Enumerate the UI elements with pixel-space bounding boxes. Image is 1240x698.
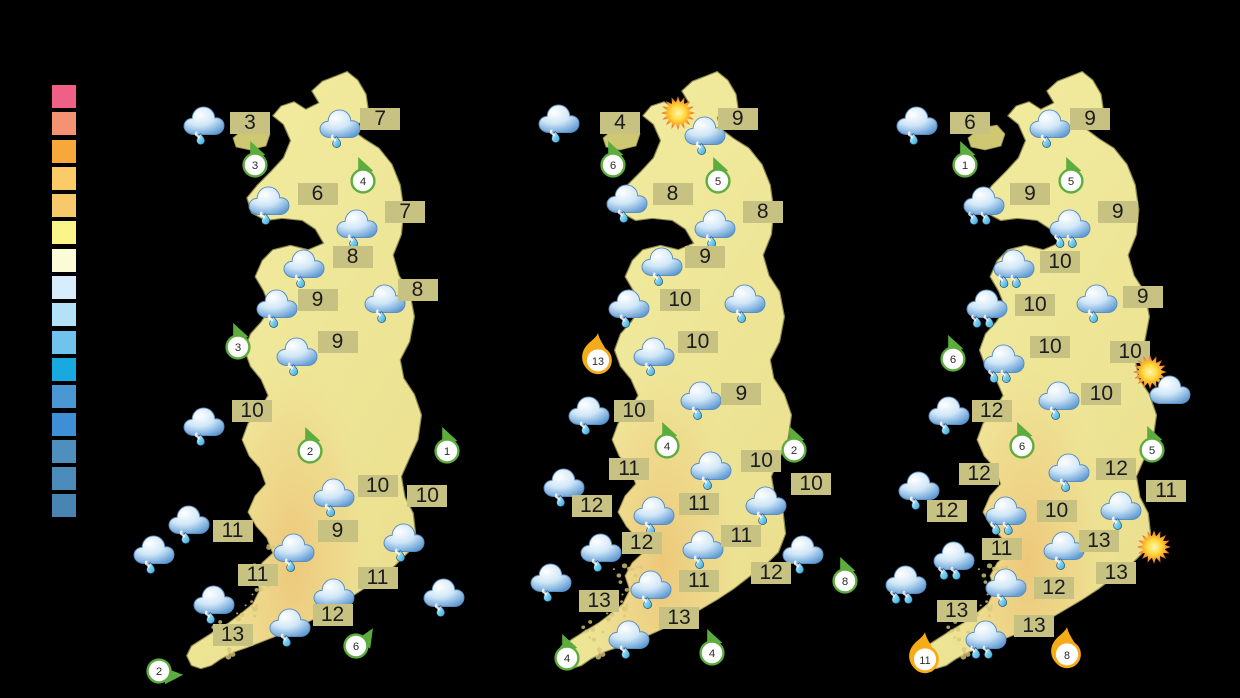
svg-text:4: 4 <box>564 653 570 665</box>
svg-text:4: 4 <box>709 648 715 660</box>
svg-text:5: 5 <box>1149 445 1155 457</box>
svg-text:13: 13 <box>592 356 604 368</box>
svg-text:6: 6 <box>950 354 956 366</box>
svg-text:1: 1 <box>962 160 968 172</box>
svg-text:2: 2 <box>156 666 162 678</box>
svg-text:5: 5 <box>715 177 721 189</box>
svg-text:6: 6 <box>610 160 616 172</box>
svg-text:4: 4 <box>664 441 670 453</box>
svg-text:11: 11 <box>919 655 930 667</box>
svg-text:8: 8 <box>842 576 848 588</box>
svg-text:3: 3 <box>235 342 241 354</box>
svg-text:2: 2 <box>791 445 797 457</box>
svg-text:2: 2 <box>307 446 313 458</box>
svg-text:6: 6 <box>1019 441 1025 453</box>
svg-text:8: 8 <box>1064 650 1070 662</box>
svg-text:1: 1 <box>443 446 449 458</box>
svg-text:5: 5 <box>1067 176 1073 188</box>
svg-text:4: 4 <box>360 177 366 189</box>
svg-text:3: 3 <box>252 160 258 172</box>
svg-text:6: 6 <box>353 641 359 653</box>
